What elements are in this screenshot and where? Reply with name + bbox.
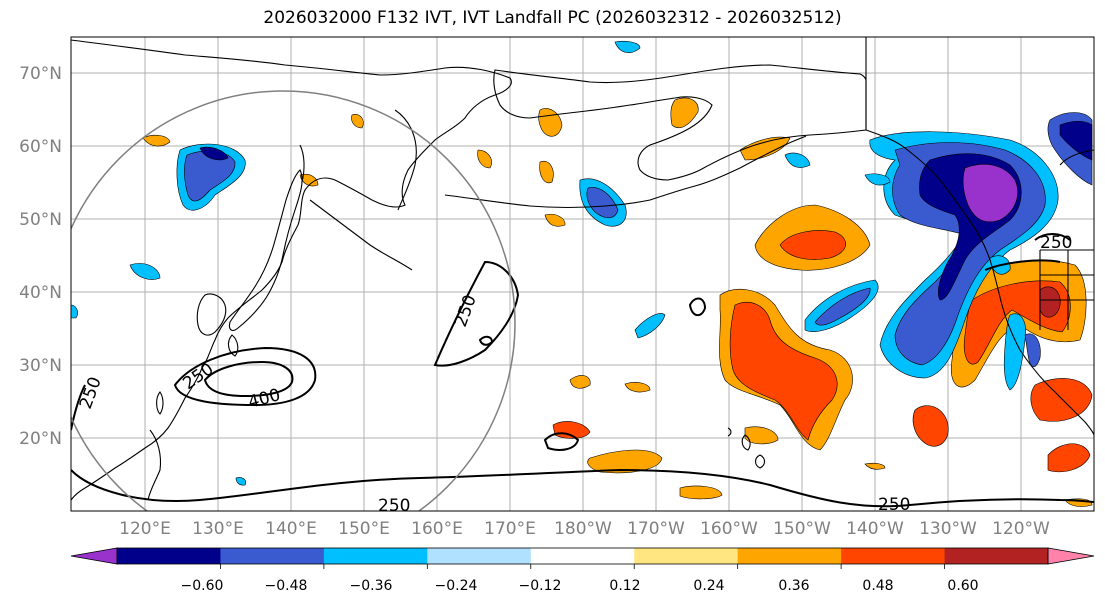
- lat-label: 40°N: [19, 283, 62, 303]
- colorbar-label: 0.24: [693, 578, 724, 594]
- lon-label: 170°W: [627, 519, 685, 539]
- lon-label: 170°E: [484, 519, 536, 539]
- lat-label: 50°N: [19, 210, 62, 230]
- colorbar-label: −0.36: [350, 578, 393, 594]
- landfall-circle: [71, 90, 516, 511]
- colorbar: [70, 547, 1095, 569]
- colorbar-segment: [323, 548, 428, 564]
- colorbar-label: −0.24: [435, 578, 478, 594]
- colorbar-label: −0.12: [519, 578, 562, 594]
- colorbar-segment: [737, 548, 842, 564]
- colorbar-segment: [427, 548, 532, 564]
- ivt-line-contours: [71, 233, 1094, 508]
- lat-label: 60°N: [19, 137, 62, 157]
- coastlines: [71, 37, 1094, 501]
- colorbar-label: 0.48: [862, 578, 893, 594]
- contour-label: 250: [378, 496, 410, 516]
- colorbar-segment: [117, 548, 221, 564]
- colorbar-label: −0.60: [181, 578, 224, 594]
- lon-label: 160°W: [700, 519, 758, 539]
- map-title: 2026032000 F132 IVT, IVT Landfall PC (20…: [263, 8, 842, 28]
- colorbar-segment: [634, 548, 739, 564]
- colorbar-extend-low: [70, 547, 118, 565]
- colorbar-label: −0.48: [265, 578, 308, 594]
- colorbar-extend-high: [1047, 547, 1095, 565]
- lat-label: 70°N: [19, 64, 62, 84]
- ivt-negative-anomalies: [71, 40, 1093, 486]
- lon-label: 180°W: [554, 519, 612, 539]
- lon-label: 150°W: [773, 519, 831, 539]
- colorbar-outline: [116, 547, 1049, 565]
- colorbar-segment: [944, 548, 1049, 564]
- colorbar-label: 0.60: [947, 578, 978, 594]
- lon-label: 120°W: [992, 519, 1050, 539]
- colorbar-segment: [220, 548, 325, 564]
- map-frame: [70, 36, 1095, 512]
- lon-label: 120°E: [119, 519, 171, 539]
- colorbar-labels: −0.60 −0.48 −0.36 −0.24 −0.12 0.12 0.24 …: [181, 578, 979, 594]
- colorbar-segment: [530, 548, 635, 564]
- lon-label: 140°E: [265, 519, 317, 539]
- lat-label: 20°N: [19, 429, 62, 449]
- lon-label: 160°E: [411, 519, 463, 539]
- contour-label: 250: [878, 495, 910, 515]
- longitude-labels: 120°E 130°E 140°E 150°E 160°E 170°E 180°…: [119, 519, 1050, 539]
- lat-label: 30°N: [19, 356, 62, 376]
- colorbar-label: 0.12: [609, 578, 640, 594]
- lon-label: 150°E: [338, 519, 390, 539]
- contour-label: 250: [1040, 233, 1072, 253]
- lon-label: 140°W: [846, 519, 904, 539]
- latitude-labels: 70°N 60°N 50°N 40°N 30°N 20°N: [19, 64, 62, 449]
- colorbar-label: 0.36: [778, 578, 809, 594]
- colorbar-segment: [841, 548, 946, 564]
- lon-label: 130°E: [192, 519, 244, 539]
- lon-label: 130°W: [919, 519, 977, 539]
